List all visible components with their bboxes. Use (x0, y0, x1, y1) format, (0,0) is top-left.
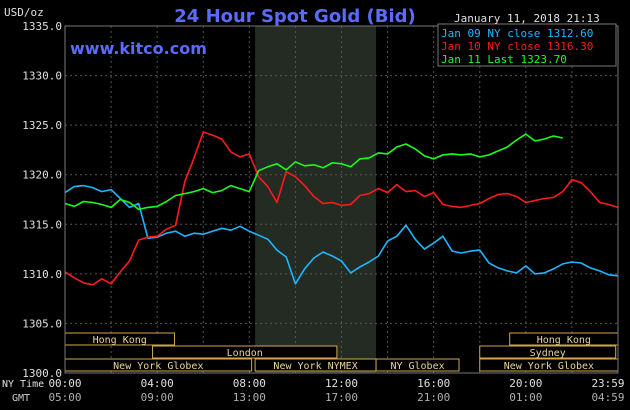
x-tick-label-ny: 00:00 (48, 377, 81, 390)
x-tick-label-gmt: 13:00 (233, 391, 266, 404)
plot-frame (64, 25, 619, 374)
y-tick-label: 1335.0 (22, 20, 62, 33)
legend: January 11, 2018 21:13 Jan 09 NY close 1… (437, 12, 617, 67)
x-row-label-ny: NY Time (2, 379, 44, 390)
x-tick-label-gmt: 05:00 (48, 391, 81, 404)
y-unit-label: USD/oz (4, 6, 44, 19)
session-bar: New York Globex (64, 358, 253, 372)
y-tick-label: 1325.0 (22, 119, 62, 132)
session-label: New York Globex (504, 361, 594, 372)
series-line-1 (64, 131, 619, 286)
session-bar: New York NYMEX (254, 358, 377, 372)
legend-entry-jan09: Jan 09 NY close 1312.60 (441, 27, 593, 40)
x-tick-label-ny: 12:00 (325, 377, 358, 390)
y-tick-label: 1310.0 (22, 268, 62, 281)
y-tick-label: 1305.0 (22, 317, 62, 330)
session-bar: Sydney (479, 345, 617, 359)
y-tick-label: 1300.0 (22, 367, 62, 380)
website-label: www.kitco.com (70, 39, 207, 58)
x-tick-label-ny: 08:00 (233, 377, 266, 390)
series-line-2 (64, 133, 563, 211)
x-row-label-gmt: GMT (12, 393, 30, 404)
series-line-0 (64, 184, 619, 285)
session-label: New York NYMEX (273, 361, 357, 372)
x-tick-label-ny: 20:00 (509, 377, 542, 390)
y-tick-label: 1315.0 (22, 218, 62, 231)
session-label: New York Globex (113, 361, 203, 372)
session-label: Hong Kong (537, 335, 591, 346)
legend-entry-jan11: Jan 11 Last 1323.70 (441, 53, 567, 66)
session-label: London (227, 348, 263, 359)
y-tick-label: 1330.0 (22, 70, 62, 83)
nymex-session-band (255, 26, 377, 373)
legend-timestamp: January 11, 2018 21:13 (454, 12, 600, 25)
session-bar: NY Globex (375, 358, 460, 372)
chart-title: 24 Hour Spot Gold (Bid) (174, 6, 415, 27)
x-tick-label-ny: 04:00 (141, 377, 174, 390)
x-tick-label-gmt: 17:00 (325, 391, 358, 404)
session-bar: Hong Kong (509, 332, 619, 346)
x-tick-label-gmt: 04:59 (591, 391, 624, 404)
session-bar: New York Globex (479, 358, 619, 372)
x-tick-label-ny: 16:00 (417, 377, 450, 390)
session-bar: Hong Kong (64, 332, 175, 346)
x-tick-label-gmt: 01:00 (509, 391, 542, 404)
x-tick-label-ny: 23:59 (591, 377, 624, 390)
x-tick-label-gmt: 09:00 (141, 391, 174, 404)
session-label: NY Globex (390, 361, 444, 372)
legend-entry-jan10: Jan 10 NY close 1316.30 (441, 40, 593, 53)
y-tick-label: 1320.0 (22, 169, 62, 182)
session-label: Sydney (530, 348, 566, 359)
session-bar: London (152, 345, 338, 359)
x-tick-label-gmt: 21:00 (417, 391, 450, 404)
session-label: Hong Kong (93, 335, 147, 346)
